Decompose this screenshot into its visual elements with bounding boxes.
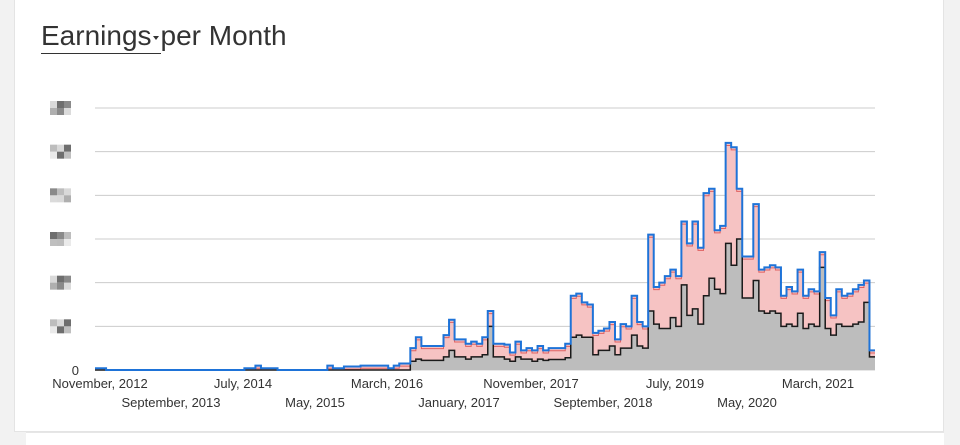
redaction-pixel [57, 151, 64, 159]
redaction-pixel [64, 101, 71, 108]
redaction-pixel [64, 188, 71, 196]
redacted-y-tick-label [50, 319, 71, 334]
redaction-pixel [50, 188, 57, 196]
redacted-y-tick-label [50, 101, 71, 115]
x-tick-label: January, 2017 [418, 395, 499, 410]
next-card-edge [26, 432, 944, 445]
redaction-pixel [50, 101, 57, 108]
chart-title: Earnings per Month [41, 20, 287, 54]
redaction-pixel [64, 319, 71, 327]
redaction-pixel [57, 319, 64, 327]
redacted-y-tick-label [50, 275, 71, 290]
redacted-y-tick-label [50, 144, 71, 159]
redaction-pixel [64, 275, 71, 283]
redaction-pixel [50, 232, 57, 239]
redaction-pixel [57, 282, 64, 290]
x-tick-label: May, 2020 [717, 395, 777, 410]
total-earnings-line [95, 141, 875, 371]
x-tick-label: September, 2013 [121, 395, 220, 410]
redaction-pixel [64, 326, 71, 334]
x-tick-label: July, 2019 [646, 376, 704, 391]
redaction-pixel [50, 108, 57, 115]
redaction-pixel [50, 319, 57, 327]
redaction-pixel [64, 195, 71, 203]
x-tick-label: November, 2012 [52, 376, 147, 391]
chevron-down-icon [152, 35, 159, 40]
redaction-pixel [50, 151, 57, 159]
redaction-pixel [57, 275, 64, 283]
redaction-pixel [50, 275, 57, 283]
redaction-pixel [50, 195, 57, 203]
redaction-pixel [50, 326, 57, 334]
redaction-pixel [64, 282, 71, 290]
metric-dropdown[interactable]: Earnings [41, 20, 161, 54]
metric-label: Earnings [41, 20, 152, 51]
redaction-pixel [57, 239, 64, 246]
redaction-pixel [64, 144, 71, 152]
redaction-pixel [57, 108, 64, 115]
fee-area [95, 142, 875, 370]
redaction-pixel [50, 144, 57, 152]
redaction-pixel [57, 188, 64, 196]
redaction-pixel [64, 108, 71, 115]
title-suffix: per Month [160, 20, 287, 51]
redaction-pixel [57, 144, 64, 152]
redaction-pixel [64, 232, 71, 239]
x-tick-label: March, 2021 [782, 376, 854, 391]
redaction-pixel [64, 151, 71, 159]
redaction-pixel [57, 232, 64, 239]
x-tick-label: September, 2018 [553, 395, 652, 410]
x-tick-label: March, 2016 [351, 376, 423, 391]
redaction-pixel [57, 326, 64, 334]
net-earnings-area [95, 239, 875, 370]
x-tick-label: July, 2014 [214, 376, 272, 391]
redaction-pixel [64, 239, 71, 246]
x-tick-label: November, 2017 [483, 376, 578, 391]
redaction-pixel [50, 282, 57, 290]
y-tick-label: 0 [72, 363, 79, 378]
redaction-pixel [57, 195, 64, 203]
x-tick-label: May, 2015 [285, 395, 345, 410]
redacted-y-tick-label [50, 188, 71, 203]
redaction-pixel [57, 101, 64, 108]
redaction-pixel [50, 239, 57, 246]
redacted-y-tick-label [50, 232, 71, 246]
